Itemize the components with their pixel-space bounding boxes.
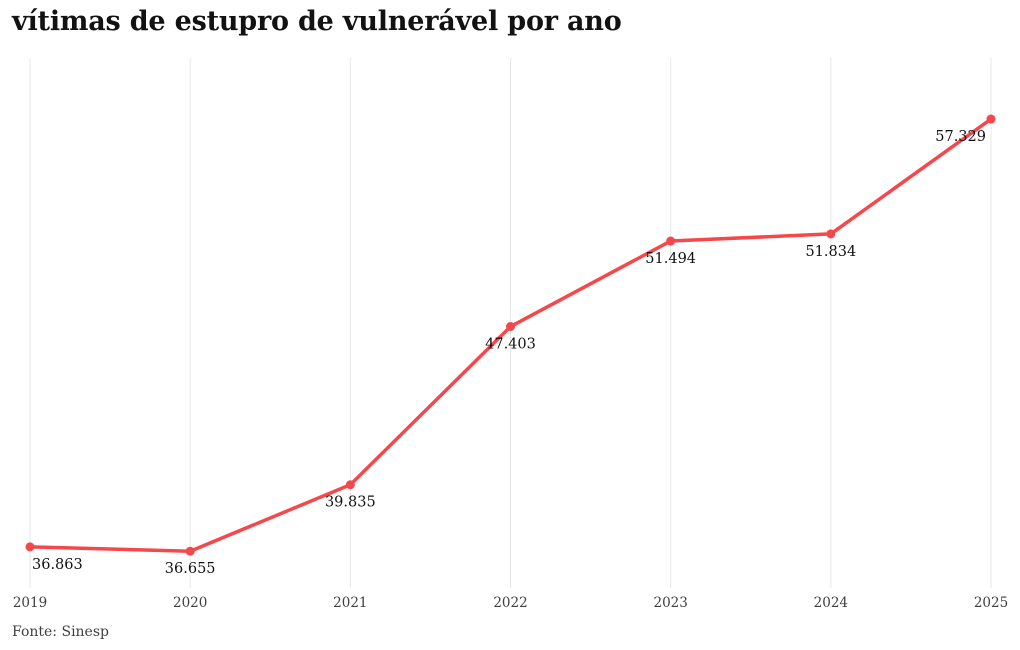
x-axis-tick-label: 2020 [173, 595, 207, 611]
source-note: Fonte: Sinesp [12, 624, 109, 640]
x-axis-tick-label: 2021 [333, 595, 367, 611]
data-point[interactable] [25, 542, 35, 552]
data-point[interactable] [666, 236, 676, 246]
data-point-label: 51.494 [645, 251, 696, 267]
data-point[interactable] [345, 480, 355, 490]
chart-title: vítimas de estupro de vulnerável por ano [12, 6, 622, 37]
data-point-label: 47.403 [485, 337, 536, 353]
data-point[interactable] [185, 546, 195, 556]
data-point[interactable] [986, 114, 996, 124]
data-point-label: 36.863 [32, 557, 83, 573]
x-axis-tick-label: 2019 [13, 595, 47, 611]
data-point-label: 57.329 [935, 129, 986, 145]
data-point-label: 36.655 [165, 561, 216, 577]
data-point[interactable] [506, 322, 515, 332]
data-point-label: 39.835 [325, 495, 376, 511]
x-axis-tick-label: 2023 [653, 595, 687, 611]
x-axis-tick-label: 2025 [974, 595, 1008, 611]
data-point[interactable] [826, 229, 836, 239]
data-point-label: 51.834 [805, 244, 856, 260]
x-axis-tick-label: 2024 [814, 595, 848, 611]
x-axis-tick-label: 2022 [493, 595, 527, 611]
